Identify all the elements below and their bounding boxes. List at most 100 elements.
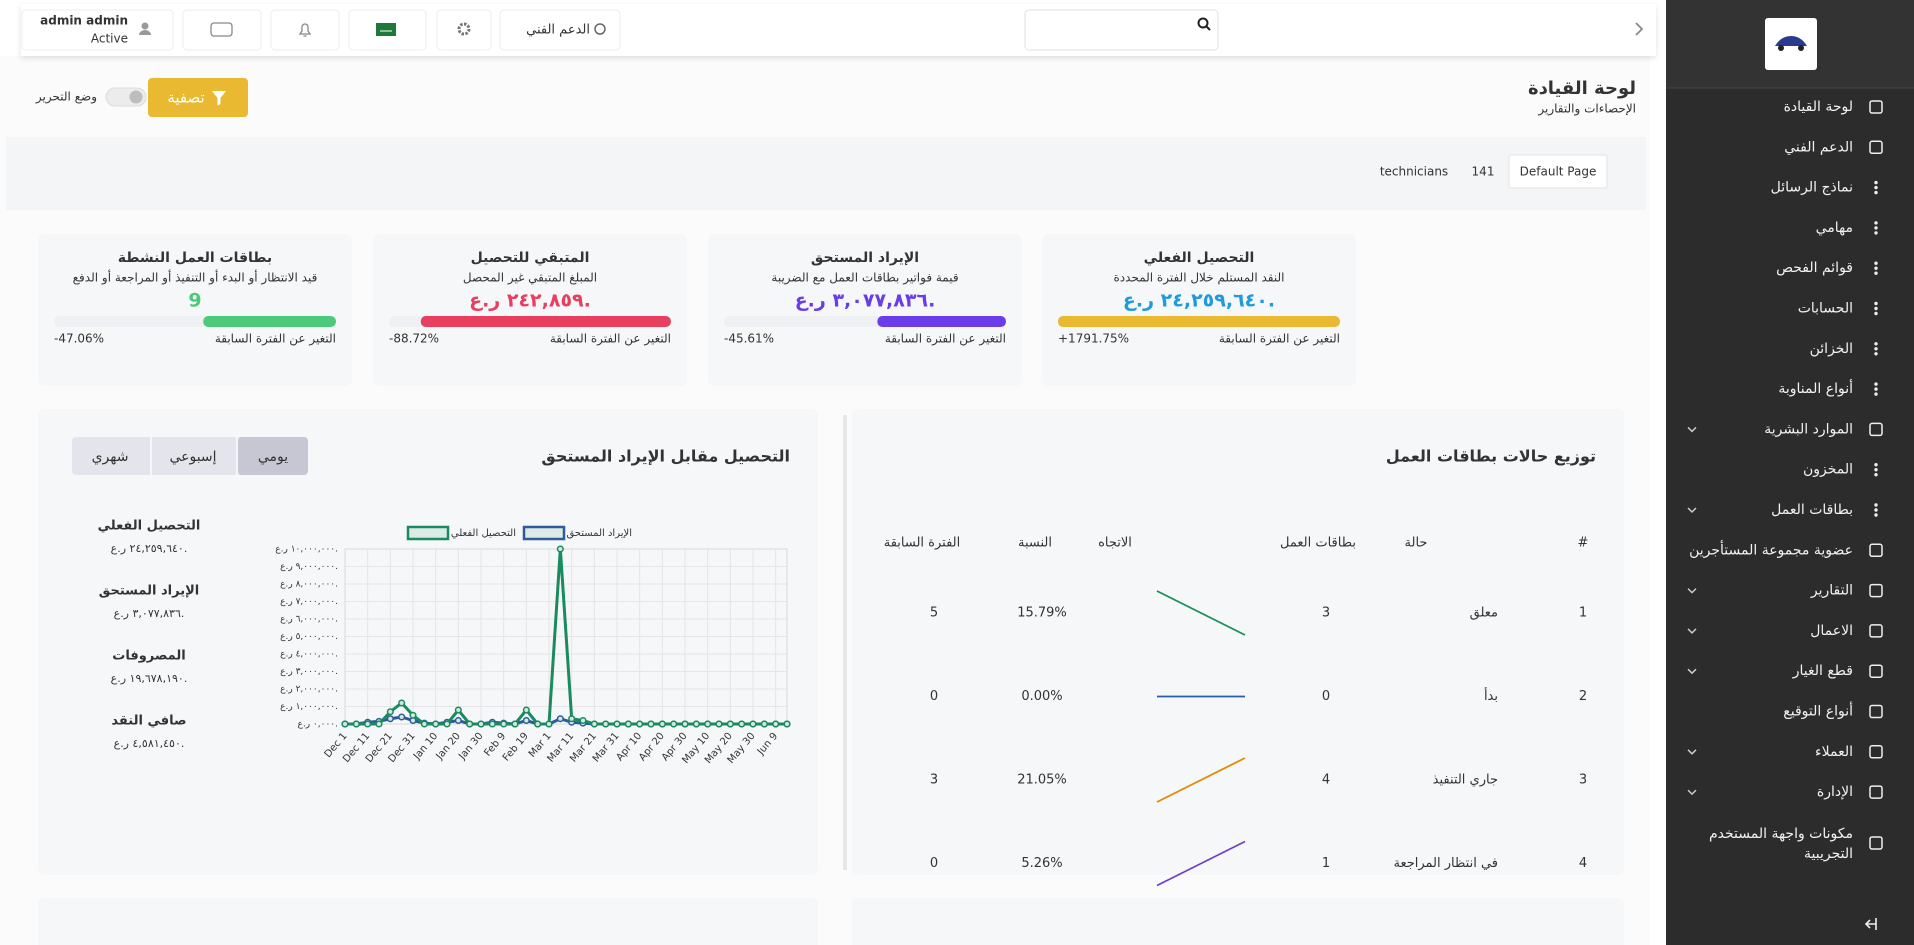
menu-chevron: [1687, 507, 1697, 514]
kpi-value: 9: [188, 290, 201, 312]
chart-title: التحصيل مقابل الإيراد المستحق: [541, 447, 790, 466]
search-icon: [1197, 17, 1209, 29]
menu-item[interactable]: قوائم الفحص: [1776, 260, 1878, 276]
bottom-card: [852, 898, 1624, 945]
menu-label: المخزون: [1803, 462, 1853, 478]
series-point: [522, 716, 530, 725]
tab-label[interactable]: technicians: [1380, 165, 1448, 179]
menu-item[interactable]: مكونات واجهة المستخدم التجريبية: [1709, 826, 1883, 862]
menu-icon-dot: [1874, 226, 1878, 230]
summary-value: ٤,٥٨١,٤٥٠ ر.ع.: [114, 737, 185, 750]
y-tick-label: ٦,٠٠٠,٠٠٠ ر.ع.: [280, 615, 338, 625]
menu-item[interactable]: الخزائن: [1810, 341, 1878, 357]
kpi-change-caption: التغير عن الفترة السابقة: [550, 332, 671, 347]
row-count: 1: [1322, 856, 1330, 871]
menu-icon-dot: [1874, 266, 1878, 270]
menu-icon: [1869, 745, 1883, 759]
menu-icon: [1869, 422, 1883, 437]
menu-item[interactable]: الدعم الفني: [1784, 139, 1883, 155]
user-icon-body: [139, 30, 151, 35]
y-tick-label: ٣,٠٠٠,٠٠٠ ر.ع.: [280, 667, 338, 677]
search-box[interactable]: [1024, 9, 1219, 51]
menu-item[interactable]: الاعمال: [1687, 623, 1883, 639]
table-header: الفترة السابقة: [884, 536, 960, 551]
menu-item[interactable]: المخزون: [1803, 462, 1878, 478]
summary-label: المصروفات: [112, 649, 186, 664]
logo-car: [1775, 36, 1807, 46]
collapse-chevron[interactable]: [1635, 22, 1644, 36]
settings-button[interactable]: [436, 9, 492, 51]
logo-wheel: [1798, 45, 1804, 51]
bottom-card: [38, 898, 818, 945]
messages-button[interactable]: [182, 9, 262, 51]
series-point: [760, 720, 768, 728]
menu-icon-dot: [1874, 352, 1878, 356]
menu-item[interactable]: نماذج الرسائل: [1771, 180, 1878, 196]
menu-icon-dot: [1874, 180, 1878, 185]
menu-item[interactable]: أنواع التوقيع: [1783, 702, 1883, 720]
series-point: [602, 720, 610, 728]
kpi-value: ٢٤,٢٥٩,٦٤٠ ر.ع.: [1123, 290, 1275, 312]
row-count: 4: [1322, 773, 1330, 788]
menu-item[interactable]: أنواع المناوبة: [1778, 379, 1878, 397]
menu-icon-dot: [1874, 342, 1878, 346]
series-point: [590, 720, 598, 728]
y-tick-label: ١,٠٠٠,٠٠٠ ر.ع.: [280, 702, 338, 712]
series-point: [556, 715, 564, 723]
y-tick-label: ٨,٠٠٠,٠٠٠ ر.ع.: [280, 580, 338, 590]
summary-value: ٢٤,٢٥٩,٦٤٠ ر.ع.: [111, 542, 188, 555]
row-count: 3: [1322, 606, 1330, 621]
headset-icon: [594, 23, 606, 35]
menu-label: الدعم الفني: [1784, 139, 1853, 155]
logout-icon[interactable]: [1864, 918, 1877, 930]
y-tick-label: ٠,٠٠٠ ر.ع.: [297, 720, 338, 730]
series-point: [726, 720, 734, 728]
tab-label[interactable]: Default Page: [1520, 165, 1597, 179]
series-point: [556, 545, 564, 553]
kpi-title: التحصيل الفعلي: [1144, 250, 1255, 266]
menu-item[interactable]: قطع الغيار: [1687, 663, 1883, 679]
menu-item[interactable]: الإدارة: [1687, 784, 1883, 800]
menu-label: الخزائن: [1810, 341, 1853, 357]
menu-item[interactable]: بطاقات العمل: [1687, 502, 1878, 518]
notifications-button[interactable]: [270, 9, 340, 51]
menu-icon-dot: [1874, 508, 1878, 512]
series-point: [454, 706, 462, 714]
kpi-description: المبلغ المتبقي غير المحصل: [463, 271, 597, 286]
menu-label: قوائم الفحص: [1776, 260, 1853, 276]
series-point: [624, 720, 632, 728]
settings-icon: [457, 22, 471, 36]
tab-active[interactable]: [1508, 154, 1608, 189]
menu-item[interactable]: الحسابات: [1798, 301, 1878, 317]
y-tick-label: ٩,٠٠٠,٠٠٠ ر.ع.: [280, 562, 338, 572]
menu-label: الاعمال: [1810, 623, 1853, 639]
kpi-bar: [203, 316, 336, 327]
menu-item[interactable]: لوحة القيادة: [1784, 99, 1883, 115]
menu-chevron: [1687, 588, 1697, 594]
tab-label[interactable]: 141: [1472, 165, 1495, 179]
menu-icon-dot: [1874, 271, 1878, 275]
menu-icon: [1869, 664, 1883, 678]
menu-item[interactable]: التقارير: [1687, 583, 1883, 599]
menu-item[interactable]: مهامي: [1816, 220, 1878, 236]
period-button[interactable]: إسبوعي: [169, 449, 216, 465]
kpi-title: المتبقي للتحصيل: [471, 250, 590, 266]
trend-line: [1156, 590, 1246, 636]
legend-label: الإيراد المستحق: [566, 528, 632, 539]
menu-chevron: [1687, 628, 1697, 634]
kpi-change: -45.61%: [724, 332, 774, 346]
menu-item[interactable]: عضوية مجموعة المستأجرين: [1689, 539, 1883, 558]
menu-item[interactable]: الموارد البشرية: [1687, 421, 1883, 437]
kpi-card: [373, 234, 687, 386]
filter-icon: [212, 91, 226, 106]
support-button[interactable]: [499, 9, 621, 51]
y-tick-label: ٥,٠٠٠,٠٠٠ ر.ع.: [280, 632, 338, 642]
period-button[interactable]: شهري: [92, 449, 129, 465]
series-point: [443, 720, 451, 728]
filter-button[interactable]: [148, 78, 248, 117]
user-menu[interactable]: [21, 9, 174, 51]
summary-value: ١٩,٦٧٨,١٩٠ ر.ع.: [111, 672, 188, 685]
menu-item[interactable]: العملاء: [1687, 744, 1883, 760]
period-button[interactable]: يومي: [258, 449, 288, 465]
menu-icon-dot: [1874, 503, 1878, 507]
